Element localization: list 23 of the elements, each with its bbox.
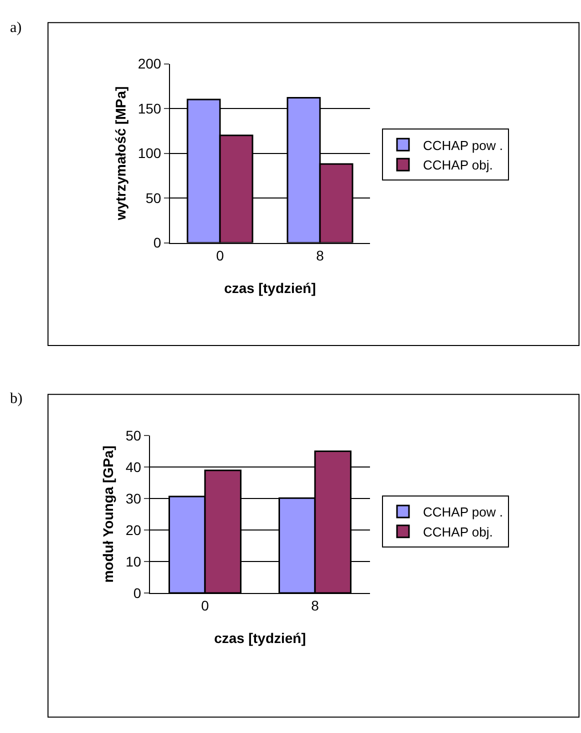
text: a)	[10, 20, 22, 36]
y-tick-label: 40	[126, 458, 142, 475]
y-tick-label: 0	[133, 584, 142, 601]
y-tick-label: 30	[126, 490, 142, 506]
y-tick-label: 50	[126, 427, 142, 444]
y-tick-label: 150	[138, 100, 162, 116]
y-axis-title: moduł Younga [GPa]	[100, 446, 116, 583]
y-tick-label: 100	[138, 145, 162, 162]
y-tick-label: 0	[153, 234, 162, 251]
legend-label: CCHAP pow .	[423, 138, 503, 153]
y-axis-title: wytrzymałość [MPa]	[112, 86, 128, 222]
y-tick-label: 20	[126, 522, 142, 538]
x-axis-title: czas [tydzień]	[214, 630, 306, 646]
y-tick-label: 10	[126, 553, 142, 570]
y-tick-label: 50	[146, 190, 162, 206]
x-tick-label: 8	[316, 248, 324, 264]
legend-label: CCHAP obj.	[423, 524, 493, 540]
y-tick-label: 200	[138, 56, 162, 72]
text: b)	[10, 391, 22, 407]
x-axis-title: czas [tydzień]	[224, 280, 316, 296]
legend-label: CCHAP obj.	[423, 158, 493, 173]
x-tick-label: 8	[311, 598, 320, 614]
legend-label: CCHAP pow .	[423, 504, 503, 520]
